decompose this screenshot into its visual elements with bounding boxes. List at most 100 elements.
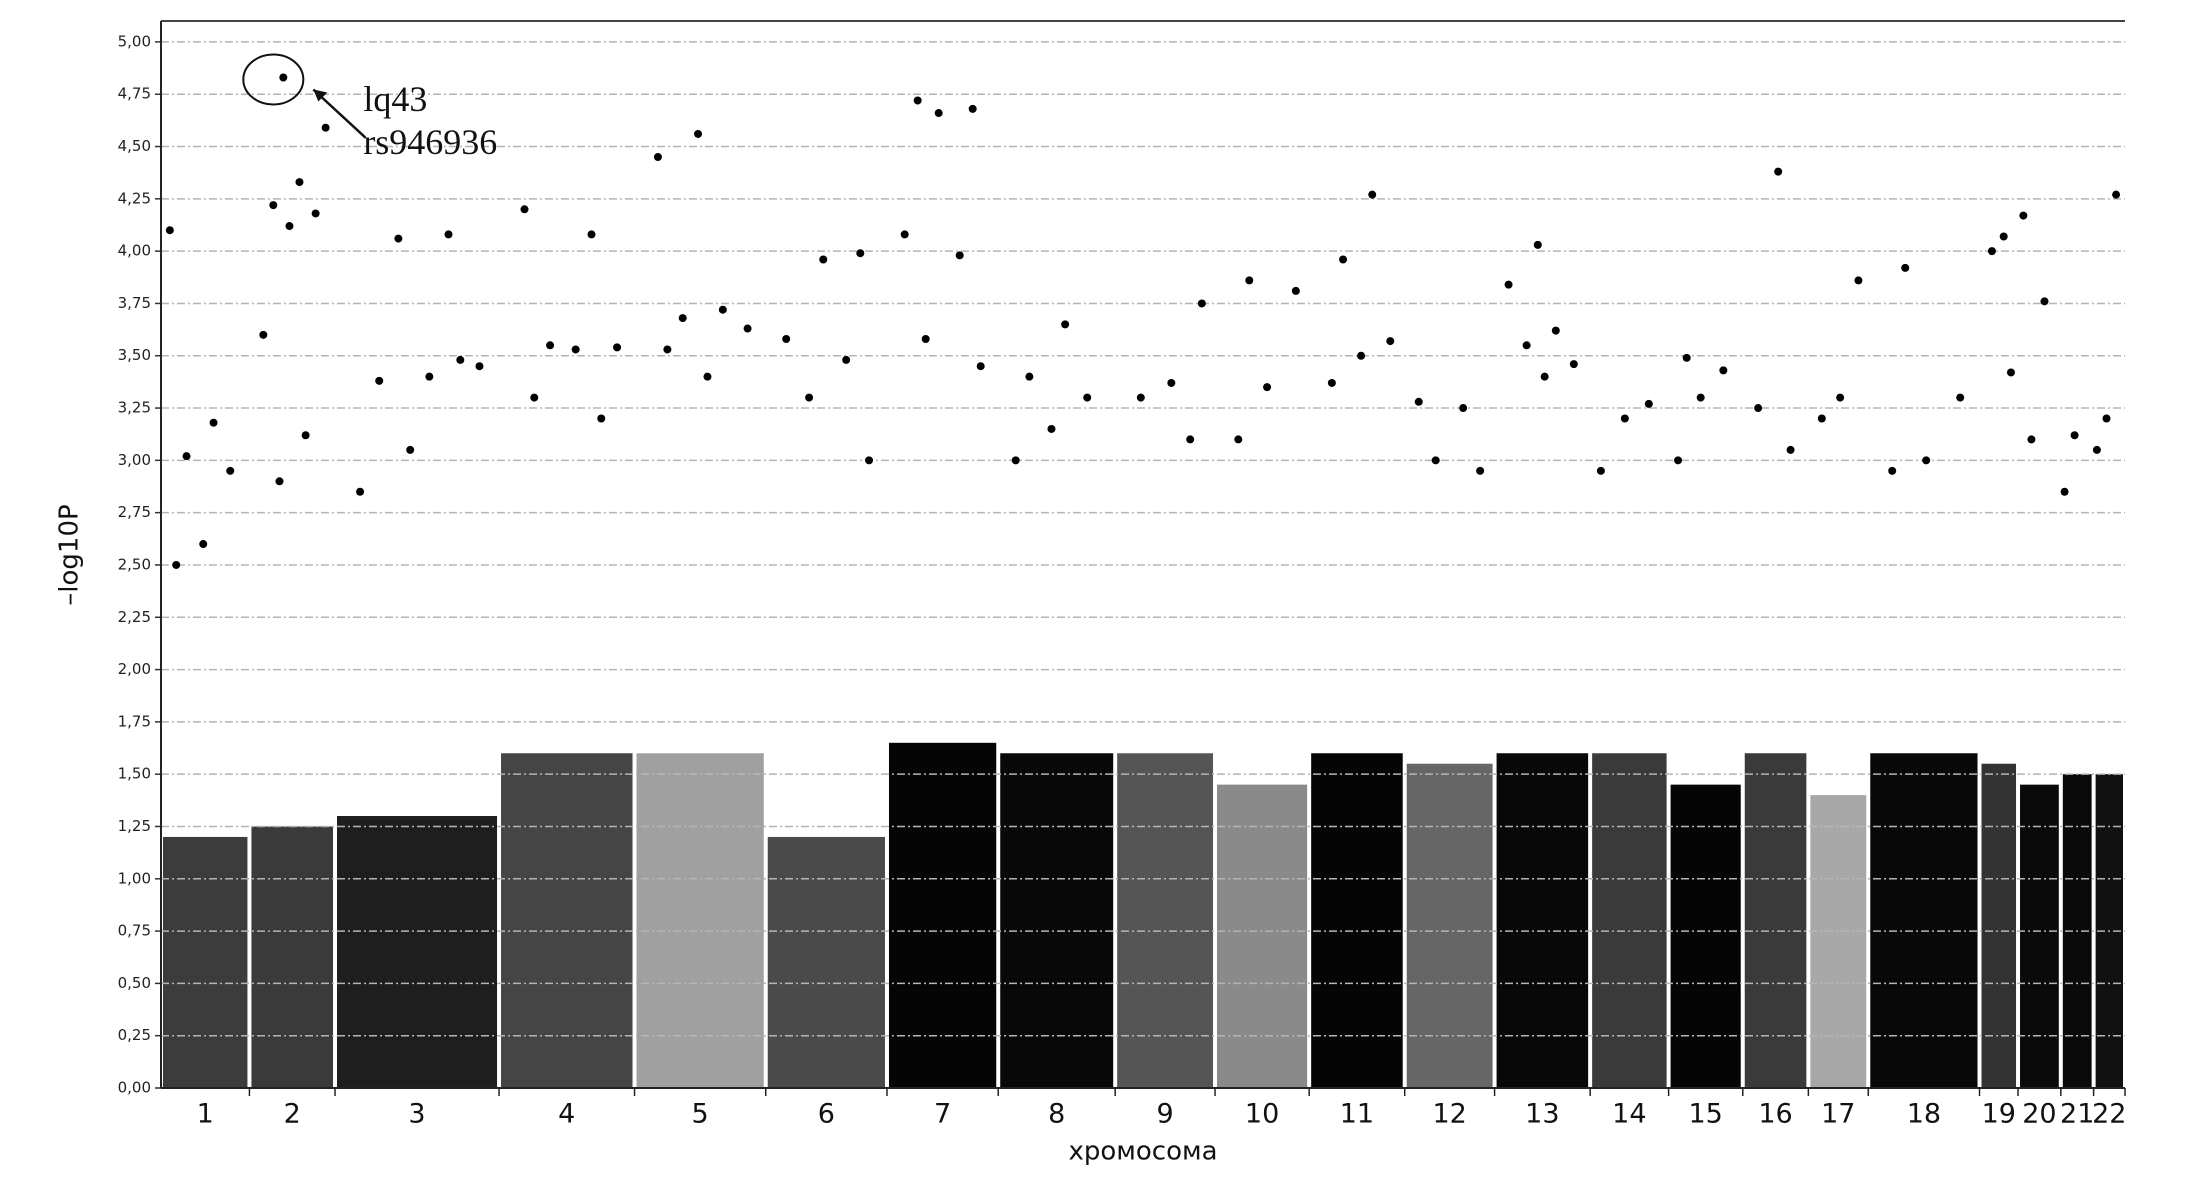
snp-point xyxy=(1956,393,1965,402)
snp-point xyxy=(259,330,268,339)
x-tick-label: 9 xyxy=(1157,1099,1174,1130)
snp-point xyxy=(571,345,580,354)
x-tick-label: 8 xyxy=(1048,1099,1065,1130)
snp-point xyxy=(865,456,874,465)
snp-point xyxy=(1774,167,1783,176)
snp-point xyxy=(1414,397,1423,406)
x-tick-label: 11 xyxy=(1340,1099,1374,1130)
snp-point xyxy=(199,540,208,549)
snp-point xyxy=(1504,280,1513,289)
snp-point xyxy=(1987,247,1996,256)
y-tick-label: 4,75 xyxy=(118,85,151,103)
x-tick-label: 18 xyxy=(1907,1099,1941,1130)
x-tick-label: 12 xyxy=(1432,1099,1466,1130)
snp-point xyxy=(1682,353,1691,362)
x-tick-label: 14 xyxy=(1612,1099,1646,1130)
snp-point xyxy=(743,324,752,333)
snp-point xyxy=(444,230,453,239)
dense-band xyxy=(1744,753,1807,1088)
y-tick-label: 0,25 xyxy=(118,1026,151,1044)
snp-point xyxy=(279,73,288,82)
dense-band xyxy=(1000,753,1114,1088)
snp-point xyxy=(301,431,310,440)
snp-point xyxy=(976,362,985,371)
y-tick-label: 4,50 xyxy=(118,137,151,155)
dense-band xyxy=(767,836,885,1088)
snp-point xyxy=(1999,232,2008,241)
snp-point xyxy=(295,178,304,187)
dense-band xyxy=(163,836,248,1088)
x-tick-label: 17 xyxy=(1821,1099,1855,1130)
snp-point xyxy=(2112,190,2121,199)
snp-point xyxy=(1719,366,1728,375)
y-tick-label: 1,50 xyxy=(118,765,151,783)
dense-band xyxy=(501,753,633,1088)
snp-point xyxy=(678,314,687,323)
snp-point xyxy=(694,129,703,138)
snp-point xyxy=(1786,445,1795,454)
dense-band xyxy=(2020,784,2059,1088)
snp-point xyxy=(1357,351,1366,360)
snp-point xyxy=(1339,255,1348,264)
dense-band xyxy=(1311,753,1403,1088)
x-tick-label: 5 xyxy=(692,1099,709,1130)
y-tick-label: 0,00 xyxy=(118,1079,151,1097)
snp-point xyxy=(311,209,320,218)
annotation-line: lq43 xyxy=(363,79,427,119)
snp-point xyxy=(275,477,284,486)
snp-point xyxy=(1245,276,1254,285)
annotation-line: rs946936 xyxy=(363,122,497,162)
y-tick-label: 0,75 xyxy=(118,922,151,940)
arrow-head xyxy=(313,89,328,102)
x-tick-label: 3 xyxy=(408,1099,425,1130)
y-tick-label: 1,00 xyxy=(118,869,151,887)
snp-point xyxy=(1888,466,1897,475)
dense-band xyxy=(1592,753,1667,1088)
snp-point xyxy=(269,201,278,210)
x-tick-label: 19 xyxy=(1982,1099,2016,1130)
snp-point xyxy=(955,251,964,260)
snp-point xyxy=(1047,424,1056,433)
snp-point xyxy=(1540,372,1549,381)
dense-band xyxy=(1810,795,1867,1088)
y-tick-label: 4,25 xyxy=(118,189,151,207)
dense-band xyxy=(1217,784,1308,1088)
snp-point xyxy=(1186,435,1195,444)
snp-point xyxy=(321,123,330,132)
snp-point xyxy=(165,226,174,235)
y-tick-label: 0,50 xyxy=(118,974,151,992)
snp-point xyxy=(182,452,191,461)
dense-band xyxy=(888,742,997,1088)
dense-band xyxy=(1496,753,1589,1088)
highlight-circle xyxy=(242,53,305,106)
snp-point xyxy=(1011,456,1020,465)
snp-point xyxy=(1386,337,1395,346)
snp-point xyxy=(782,335,791,344)
snp-point xyxy=(1836,393,1845,402)
snp-point xyxy=(900,230,909,239)
snp-point xyxy=(703,372,712,381)
snp-point xyxy=(2102,414,2111,423)
x-tick-label: 10 xyxy=(1245,1099,1279,1130)
snp-point xyxy=(2070,431,2079,440)
snp-point xyxy=(1083,393,1092,402)
snp-point xyxy=(1922,456,1931,465)
snp-point xyxy=(1620,414,1629,423)
snp-point xyxy=(1368,190,1377,199)
snp-point xyxy=(1167,378,1176,387)
snp-point xyxy=(1522,341,1531,350)
snp-point xyxy=(1291,286,1300,295)
snp-point xyxy=(1901,263,1910,272)
snp-point xyxy=(613,343,622,352)
snp-point xyxy=(1061,320,1070,329)
snp-point xyxy=(2006,368,2015,377)
snp-point xyxy=(968,104,977,113)
snp-point xyxy=(1431,456,1440,465)
x-axis-title: хромосома xyxy=(1068,1137,1217,1167)
snp-point xyxy=(1136,393,1145,402)
snp-point xyxy=(394,234,403,243)
snp-point xyxy=(597,414,606,423)
snp-point xyxy=(587,230,596,239)
x-tick-label: 20 xyxy=(2022,1099,2056,1130)
